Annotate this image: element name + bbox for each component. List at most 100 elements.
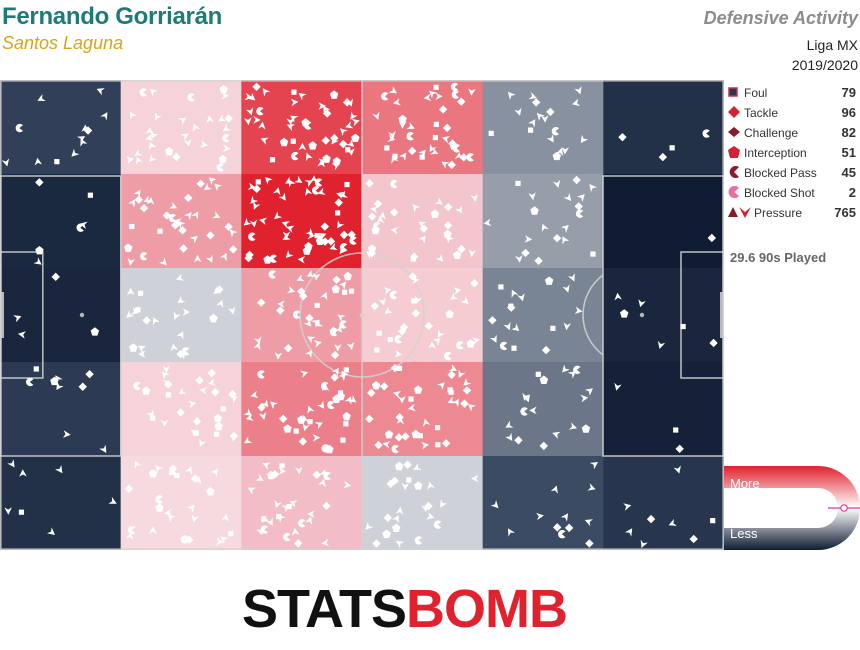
interception-marker xyxy=(367,244,377,253)
pressure-marker xyxy=(318,479,326,488)
tackle-marker xyxy=(374,440,383,450)
challenge-marker xyxy=(394,433,404,442)
pressure-marker xyxy=(341,370,349,380)
heat-cell xyxy=(603,456,724,550)
legend-count: 45 xyxy=(841,165,856,180)
pressure-marker xyxy=(286,117,294,126)
pressure-marker xyxy=(503,322,511,331)
pressure-marker xyxy=(401,482,410,491)
challenge-marker xyxy=(658,152,668,162)
blocked-pass-marker xyxy=(15,123,23,133)
interception-marker xyxy=(342,411,351,421)
foul-marker xyxy=(269,157,276,163)
pressure-marker xyxy=(126,310,135,318)
interception-marker xyxy=(50,376,59,386)
pressure-marker xyxy=(514,107,522,116)
pressure-marker xyxy=(302,423,310,432)
pressure-marker xyxy=(393,98,401,106)
pressure-marker xyxy=(177,220,186,229)
legend-label: Challenge xyxy=(744,126,799,140)
challenge-marker xyxy=(572,175,581,185)
pressure-marker xyxy=(133,189,141,198)
pressure-marker xyxy=(614,382,622,391)
pressure-marker xyxy=(255,473,264,481)
pressure-marker xyxy=(412,204,421,213)
pressure-marker xyxy=(222,123,232,132)
foul-marker xyxy=(376,330,382,336)
pressure-marker xyxy=(507,528,515,537)
pressure-marker xyxy=(176,273,185,281)
pressure-marker xyxy=(126,156,134,164)
challenge-marker xyxy=(256,298,266,307)
blocked-pass-marker xyxy=(297,519,306,528)
pressure-marker xyxy=(253,116,261,124)
tackle-marker xyxy=(320,222,330,231)
challenge-marker xyxy=(164,380,173,389)
challenge-marker xyxy=(368,212,377,221)
legend-item-blocked-shot: Blocked Shot 2 xyxy=(728,184,858,204)
pressure-marker xyxy=(563,192,572,201)
pressure-marker xyxy=(291,527,300,536)
pressure-marker xyxy=(471,337,480,345)
challenge-marker xyxy=(707,233,717,243)
foul-marker xyxy=(343,367,349,373)
pressure-marker xyxy=(574,306,583,314)
pressure-marker xyxy=(348,395,357,403)
interception-marker xyxy=(279,137,289,147)
foul-marker xyxy=(535,371,541,377)
pressure-marker xyxy=(339,190,348,198)
pressure-marker xyxy=(314,422,323,430)
pressure-marker xyxy=(182,308,190,316)
heat-cell xyxy=(482,174,604,269)
tackle-marker xyxy=(299,291,308,301)
pressure-marker xyxy=(148,154,157,162)
pressure-marker xyxy=(136,156,143,165)
pressure-marker xyxy=(673,465,681,474)
pressure-marker xyxy=(471,474,479,483)
legend-item-tackle: Tackle 96 xyxy=(728,104,858,124)
player-name: Fernando Gorriarán xyxy=(2,3,222,30)
blocked-pass-marker xyxy=(314,178,323,187)
interception-marker xyxy=(384,429,394,439)
pressure-marker xyxy=(418,221,427,229)
pressure-marker xyxy=(517,293,525,302)
pressure-marker xyxy=(222,144,231,153)
pressure-marker xyxy=(638,299,646,308)
pressure-marker xyxy=(505,420,514,428)
team-name: Santos Laguna xyxy=(2,33,124,53)
foul-marker xyxy=(433,121,439,127)
foul-marker xyxy=(511,345,517,351)
pressure-marker xyxy=(212,211,221,219)
interception-marker xyxy=(301,118,310,127)
challenge-marker xyxy=(539,441,548,451)
foul-marker xyxy=(261,516,267,522)
interception-marker xyxy=(539,375,549,384)
tackle-marker xyxy=(390,363,400,373)
pressure-marker xyxy=(334,324,343,333)
blocked-pass-marker xyxy=(257,370,265,379)
pressure-marker xyxy=(458,369,466,378)
legend-label: Pressure xyxy=(754,206,803,220)
tackle-marker xyxy=(85,369,94,379)
pressure-marker xyxy=(441,161,450,169)
blocked-pass-marker xyxy=(321,444,329,453)
pressure-marker xyxy=(134,460,142,469)
foul-marker xyxy=(135,307,141,313)
pressure-marker xyxy=(382,441,391,449)
pressure-marker xyxy=(288,179,296,188)
pressure-marker xyxy=(511,289,519,298)
interception-marker xyxy=(209,313,218,323)
challenge-marker xyxy=(276,306,285,315)
pressure-marker xyxy=(394,350,403,358)
pressure-marker xyxy=(18,331,26,339)
interception-marker xyxy=(263,255,272,264)
blocked-pass-marker xyxy=(381,92,389,101)
pressure-marker xyxy=(567,371,576,379)
pressure-marker xyxy=(435,253,444,262)
challenge-marker xyxy=(447,160,456,170)
left-goal xyxy=(0,292,4,338)
legend-count: 2 xyxy=(848,185,856,200)
foul-marker xyxy=(408,396,414,402)
pressure-marker xyxy=(388,130,396,139)
tackle-marker xyxy=(252,82,261,91)
